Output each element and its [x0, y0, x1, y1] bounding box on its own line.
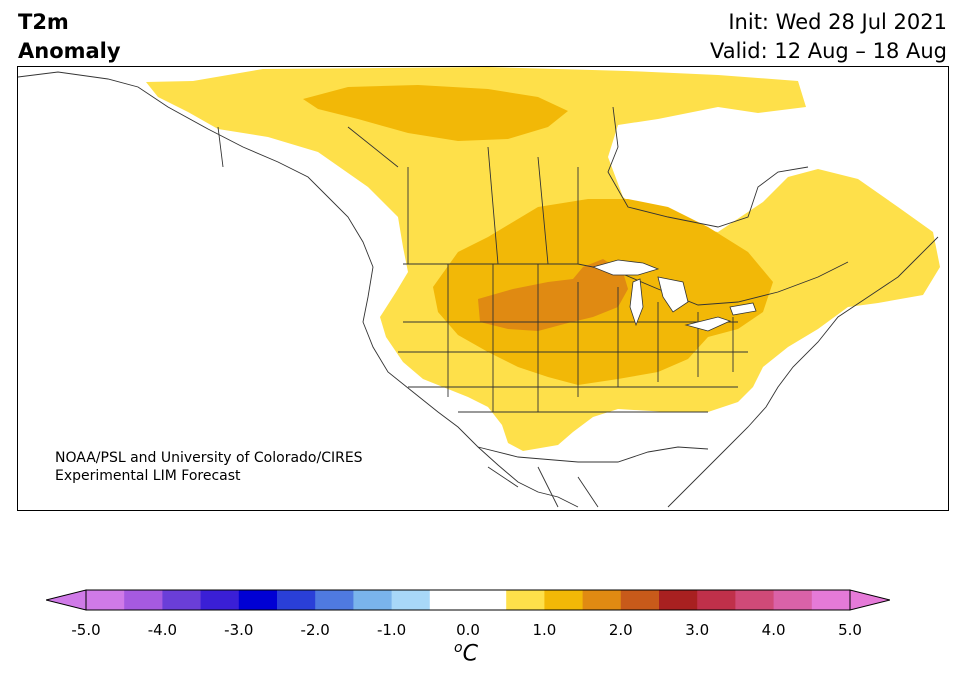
colorbar-bin [773, 590, 813, 610]
colorbar-frame [85, 589, 851, 611]
credit-line-2: Experimental LIM Forecast [55, 468, 241, 484]
east-coast [667, 236, 939, 508]
colorbar-bin [811, 590, 851, 610]
colorbar-bin [238, 590, 278, 610]
colorbar-bin [429, 590, 469, 610]
colorbar-bin [468, 590, 507, 610]
lake-huron [657, 276, 689, 313]
colorbar-bin [620, 590, 660, 610]
colorbar-bin [124, 590, 163, 610]
colorbar-tick-label: 2.0 [608, 621, 633, 639]
degree-sign: o [454, 640, 463, 656]
colorbar-tick-label: -3.0 [224, 621, 254, 639]
colorbar-bin [353, 590, 393, 610]
title-line-1: T2m [18, 10, 69, 34]
colorbar-bin [506, 590, 545, 610]
anomaly-map [17, 66, 949, 511]
colorbar-tick-label: -4.0 [147, 621, 178, 639]
colorbar-tick-label: 3.0 [685, 621, 710, 639]
colorbar-bin [277, 590, 316, 610]
credit-line-1: NOAA/PSL and University of Colorado/CIRE… [55, 450, 363, 466]
colorbar-bin [697, 590, 736, 610]
us-canada-border [403, 261, 849, 306]
hudson-bay-coast [607, 106, 809, 228]
colorbar-bin [582, 590, 622, 610]
state-lines [398, 264, 748, 413]
init-date: Init: Wed 28 Jul 2021 [728, 10, 947, 34]
colorbar-tick-label: 4.0 [761, 621, 786, 639]
colorbar-unit: oC [454, 640, 478, 666]
credit-text: NOAA/PSL and University of Colorado/CIRE… [55, 449, 363, 485]
lake-superior [591, 259, 660, 276]
colorbar-bin [315, 590, 354, 610]
gulf-coast [477, 446, 709, 463]
colorbar-tick-label: 0.0 [456, 621, 480, 639]
mexico-lines [487, 466, 599, 508]
forecast-dates: Init: Wed 28 Jul 2021 Valid: 12 Aug – 18… [710, 8, 947, 66]
boundaries [18, 71, 939, 508]
unit-label: C [462, 641, 478, 667]
anomaly-region-10-15 [303, 85, 773, 385]
map-canvas [18, 67, 940, 508]
colorbar-bin [735, 590, 775, 610]
colorbar-bin [200, 590, 240, 610]
colorbar-under-arrow [46, 589, 87, 611]
anomaly-region-15-20 [478, 259, 628, 331]
colorbar-tick-label: -1.0 [376, 621, 407, 639]
colorbar-bin [391, 590, 431, 610]
colorbar-over-arrow [849, 589, 890, 611]
colorbar-tick-label: -2.0 [300, 621, 330, 639]
valid-range: Valid: 12 Aug – 18 Aug [709, 39, 947, 63]
coastline-west [18, 71, 579, 508]
lake-erie [684, 316, 732, 332]
colorbar-bin [544, 590, 584, 610]
province-lines [217, 126, 579, 265]
colorbar-bin [86, 590, 125, 610]
lake-michigan [629, 278, 644, 327]
colorbar [46, 589, 890, 611]
map-title: T2m Anomaly [18, 8, 121, 66]
title-line-2: Anomaly [18, 39, 121, 63]
colorbar-tick-label: 5.0 [838, 621, 862, 639]
colorbar-bin [162, 590, 202, 610]
colorbar-bin [659, 590, 698, 610]
colorbar-tick-label: -5.0 [71, 621, 101, 639]
lake-ontario [729, 302, 757, 316]
great-lakes [591, 259, 757, 332]
colorbar-tick-label: 1.0 [532, 621, 557, 639]
